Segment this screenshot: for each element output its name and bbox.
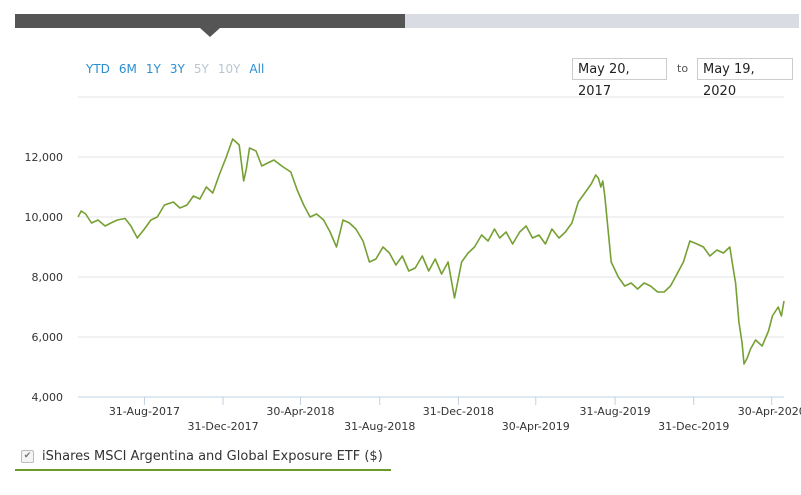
tab-inactive[interactable] [405, 14, 799, 28]
x-tick-label: 30-Apr-2019 [502, 420, 570, 433]
y-tick-label: 10,000 [25, 211, 64, 224]
chart-legend[interactable]: ✔ iShares MSCI Argentina and Global Expo… [15, 443, 391, 471]
legend-checkbox-icon[interactable]: ✔ [21, 449, 34, 463]
range-button-all[interactable]: All [249, 62, 265, 76]
x-tick-label: 31-Aug-2019 [579, 405, 650, 418]
x-tick-label: 31-Dec-2018 [423, 405, 494, 418]
x-tick-label: 31-Dec-2019 [658, 420, 729, 433]
x-tick-label: 31-Aug-2018 [344, 420, 415, 433]
x-tick-label: 30-Apr-2018 [266, 405, 334, 418]
y-tick-label: 8,000 [32, 271, 64, 284]
range-selector: YTD 6M 1Y 3Y 5Y 10Y All [86, 62, 264, 76]
range-button-1y[interactable]: 1Y [145, 62, 161, 76]
legend-label: iShares MSCI Argentina and Global Exposu… [42, 448, 383, 464]
x-tick-label: 31-Dec-2017 [187, 420, 258, 433]
tab-active[interactable] [15, 14, 405, 28]
date-to-input[interactable]: May 19, 2020 [697, 58, 793, 99]
view-tabs [15, 14, 799, 37]
range-button-3y[interactable]: 3Y [169, 62, 185, 76]
x-tick-label: 31-Aug-2017 [109, 405, 180, 418]
x-tick-label: 30-Apr-2020 [738, 405, 801, 418]
range-button-5y: 5Y [193, 62, 209, 76]
range-button-ytd[interactable]: YTD [86, 62, 110, 76]
y-tick-label: 12,000 [25, 151, 64, 164]
series-line [77, 138, 785, 365]
range-button-10y: 10Y [217, 62, 241, 76]
date-to-label: to [677, 62, 689, 75]
y-tick-label: 4,000 [32, 391, 64, 404]
date-from-input[interactable]: May 20, 2017 [572, 58, 667, 99]
price-chart: 4,000 6,000 8,000 10,000 12,000 31-Aug-2017 31… [25, 96, 801, 433]
range-button-6m[interactable]: 6M [118, 62, 137, 76]
y-tick-label: 6,000 [32, 331, 64, 344]
tab-pointer-icon [200, 28, 220, 37]
